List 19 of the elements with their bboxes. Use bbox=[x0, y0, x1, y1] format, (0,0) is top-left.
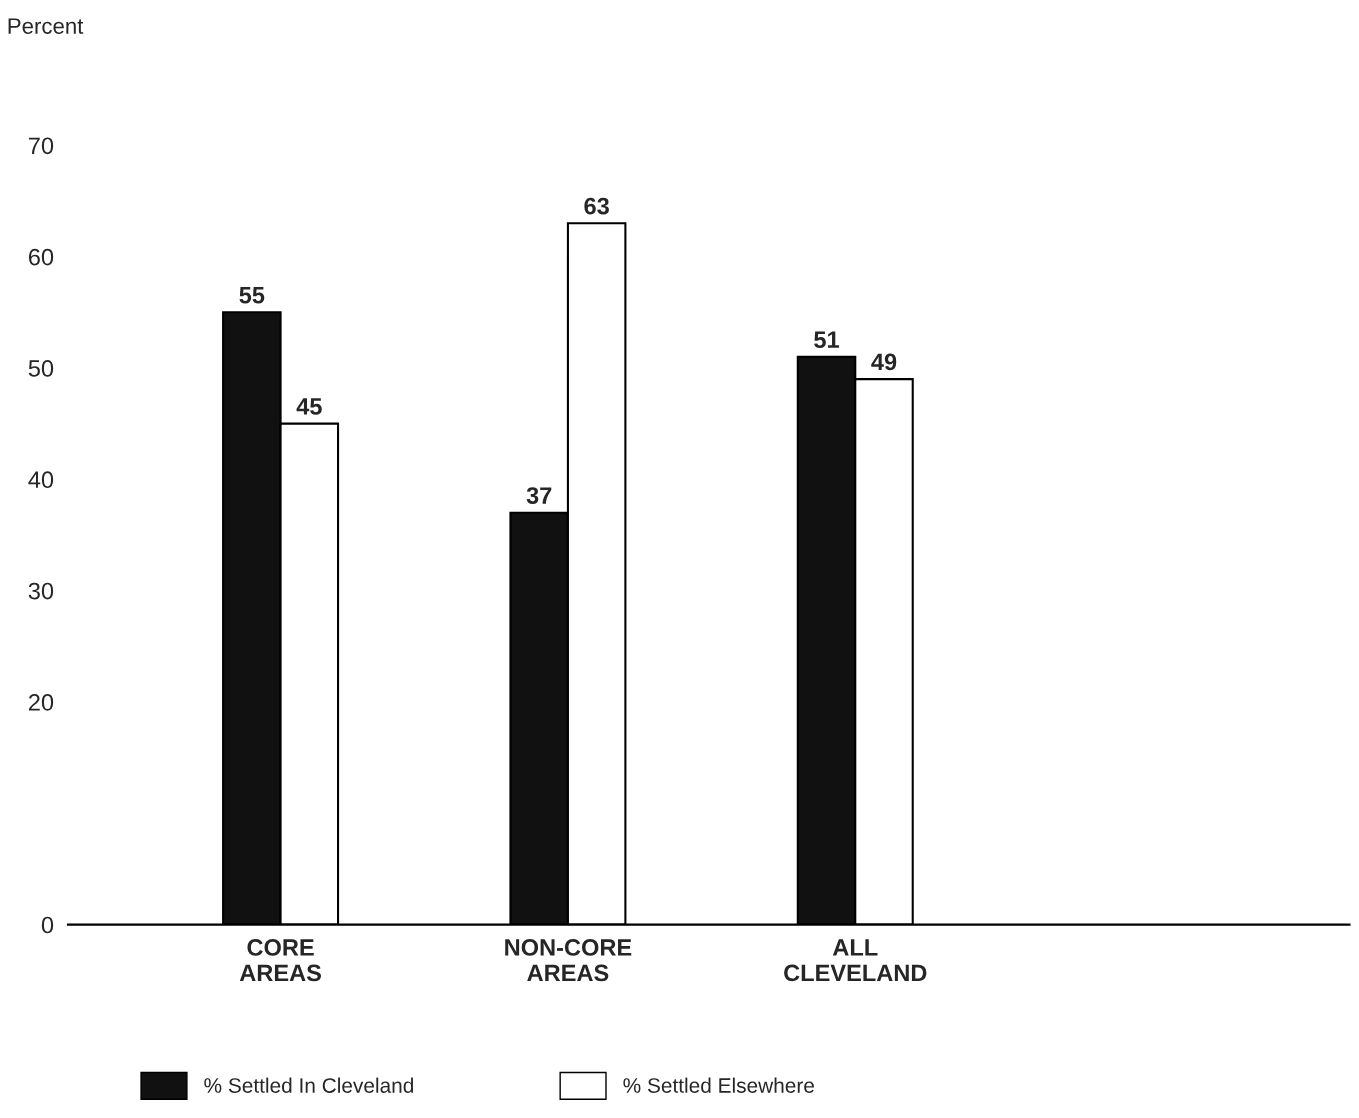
x-tick-label: NON-CORE AREAS bbox=[505, 939, 632, 982]
y-tick-label: 0 bbox=[41, 916, 54, 934]
y-tick-label: 40 bbox=[28, 471, 54, 489]
data-label: 45 bbox=[296, 398, 322, 415]
data-label: 51 bbox=[814, 331, 839, 349]
data-label: 55 bbox=[239, 287, 265, 304]
y-tick-label: 20 bbox=[28, 694, 54, 711]
y-tick-label: 50 bbox=[28, 360, 54, 377]
y-tick-label: 60 bbox=[29, 248, 54, 266]
data-label: 49 bbox=[871, 353, 897, 371]
legend-label: % Settled In Cleveland bbox=[204, 1077, 413, 1093]
x-tick-label: CORE AREAS bbox=[239, 939, 321, 982]
legend-label: % Settled Elsewhere bbox=[623, 1077, 814, 1093]
data-label: 37 bbox=[526, 487, 552, 504]
y-tick-label: 30 bbox=[28, 582, 54, 600]
y-tick-label: 70 bbox=[29, 137, 54, 155]
x-tick-label: ALL CLEVELAND bbox=[784, 939, 927, 982]
data-label: 63 bbox=[584, 197, 609, 215]
y-axis-title: Percent bbox=[8, 18, 84, 34]
